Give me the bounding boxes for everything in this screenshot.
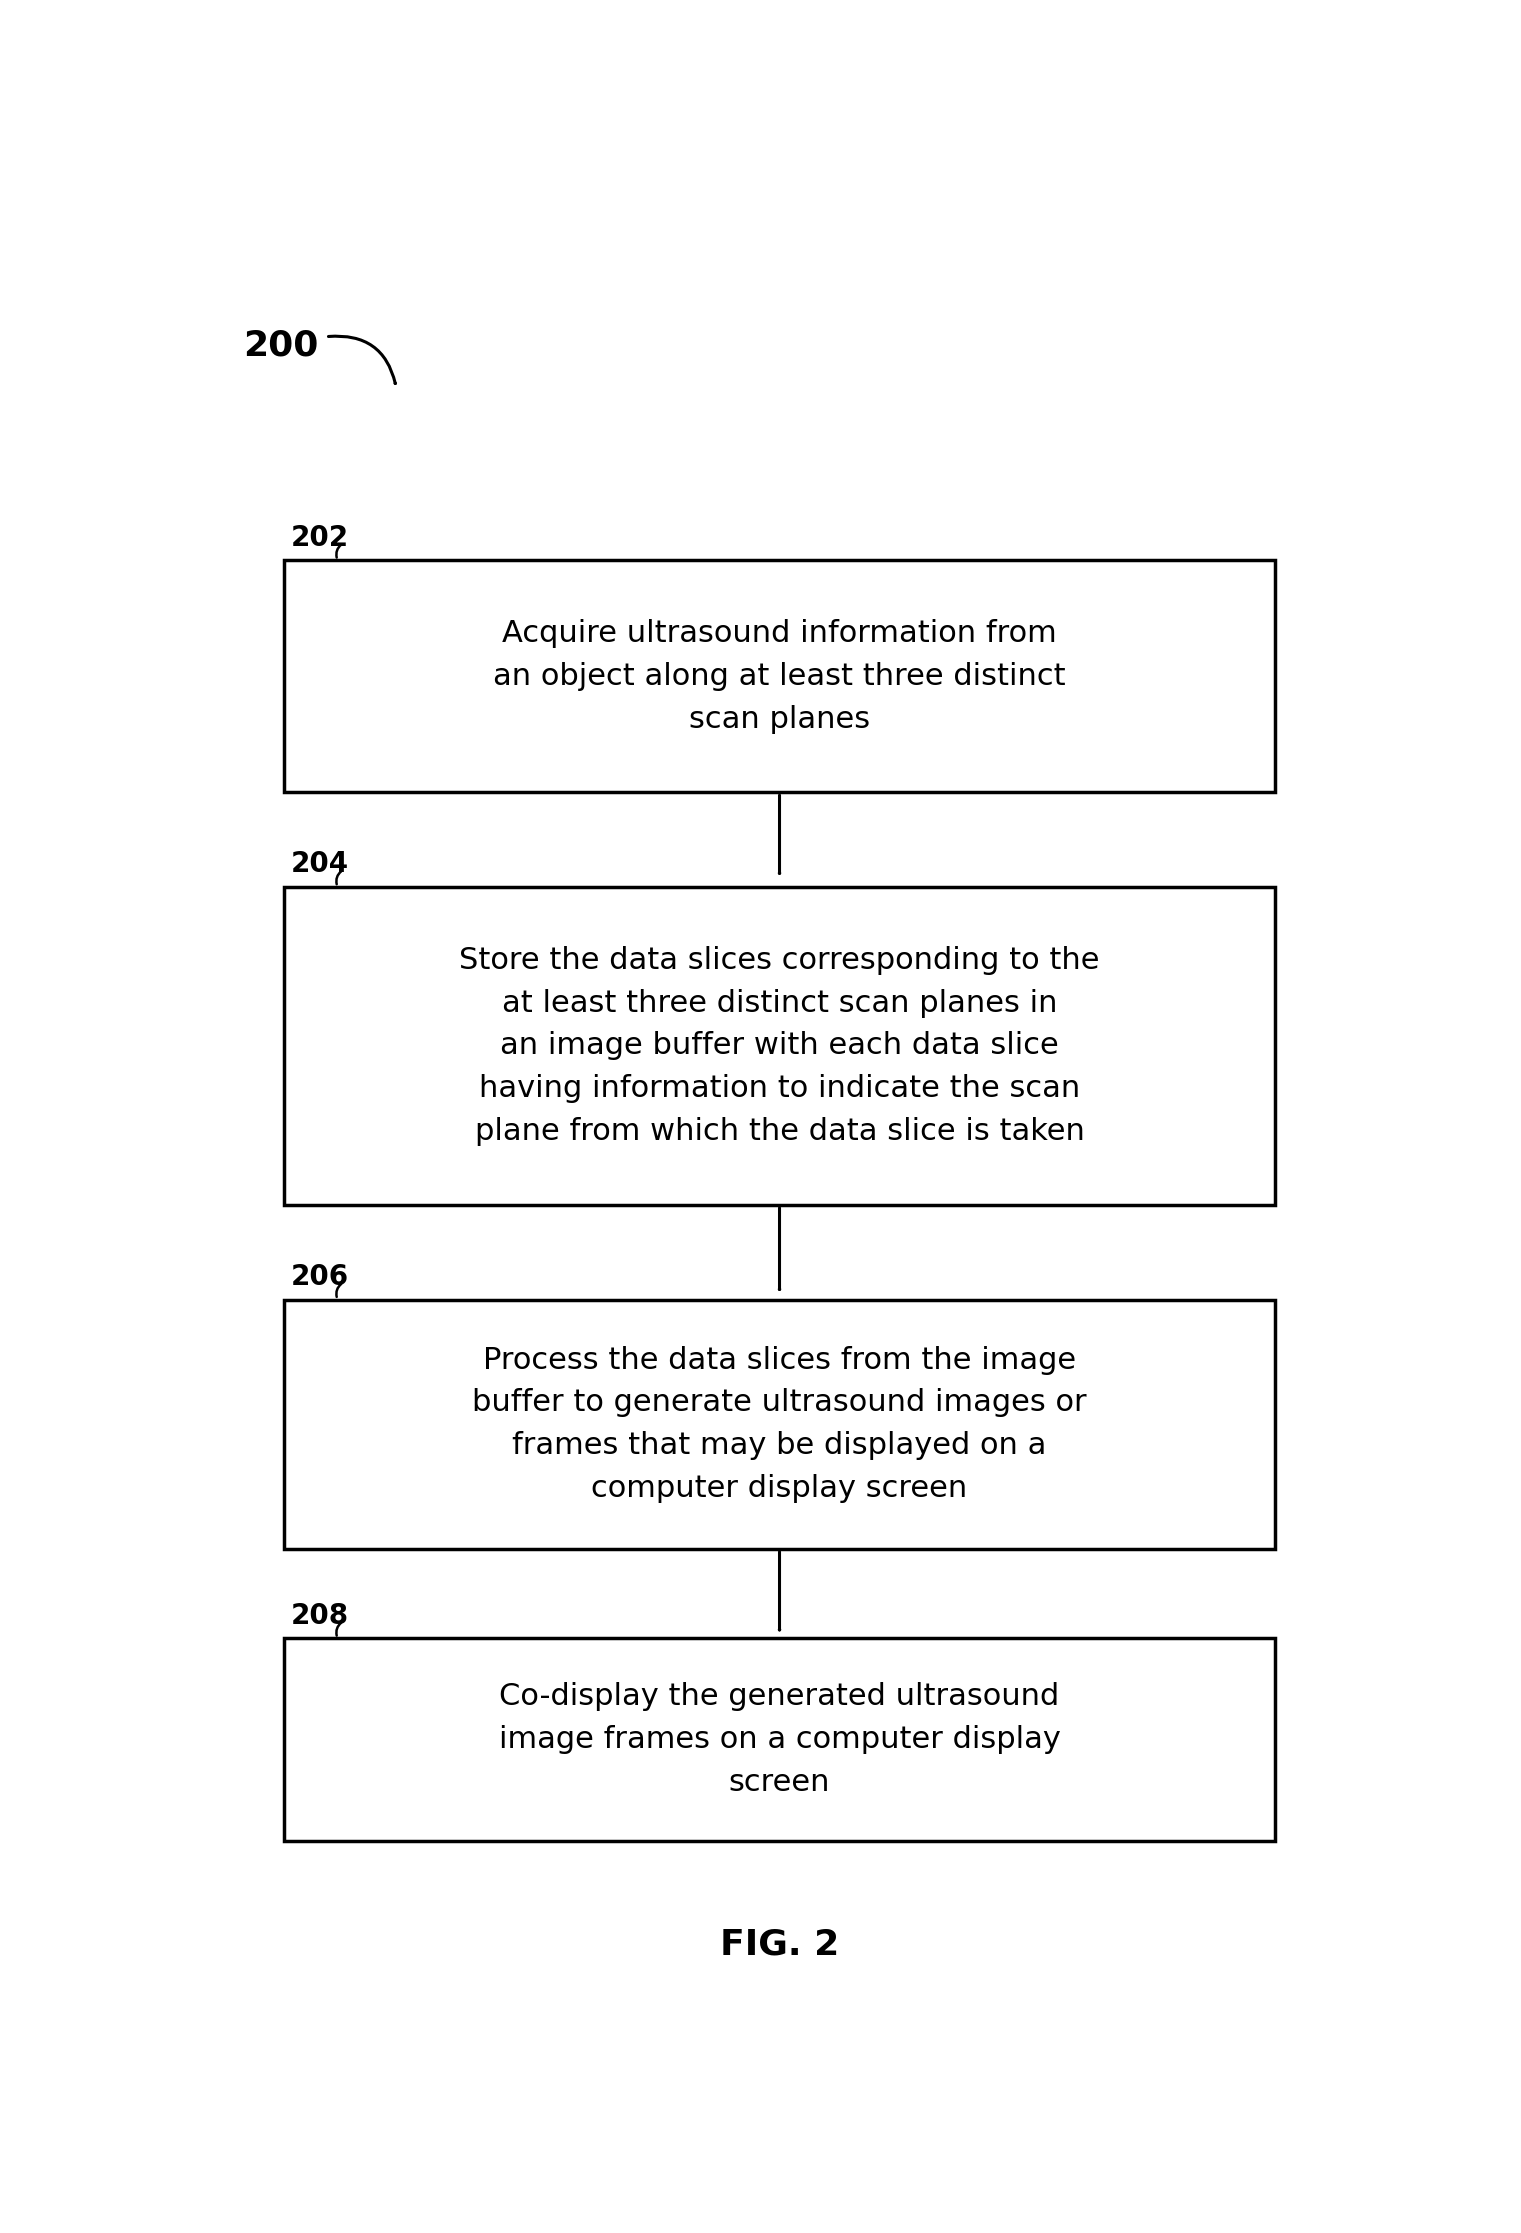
Text: 202: 202 xyxy=(291,525,348,552)
Text: FIG. 2: FIG. 2 xyxy=(719,1927,840,1961)
Text: 206: 206 xyxy=(291,1264,348,1291)
Text: Co-display the generated ultrasound
image frames on a computer display
screen: Co-display the generated ultrasound imag… xyxy=(499,1681,1060,1798)
Text: 208: 208 xyxy=(291,1601,348,1630)
Bar xyxy=(284,1300,1275,1550)
Text: Store the data slices corresponding to the
at least three distinct scan planes i: Store the data slices corresponding to t… xyxy=(459,947,1100,1146)
Text: 200: 200 xyxy=(243,328,318,362)
Bar xyxy=(284,1639,1275,1842)
Text: Process the data slices from the image
buffer to generate ultrasound images or
f: Process the data slices from the image b… xyxy=(472,1346,1088,1503)
Bar xyxy=(284,887,1275,1206)
Text: 204: 204 xyxy=(291,851,348,878)
Bar xyxy=(284,560,1275,793)
Text: Acquire ultrasound information from
an object along at least three distinct
scan: Acquire ultrasound information from an o… xyxy=(493,619,1066,735)
